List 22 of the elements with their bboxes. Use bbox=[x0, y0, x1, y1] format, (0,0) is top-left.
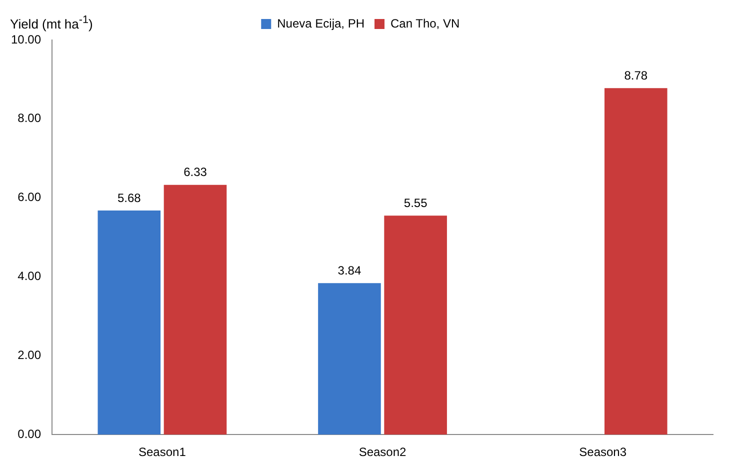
data-label: 5.68 bbox=[117, 190, 142, 205]
legend-label: Can Tho, VN bbox=[390, 16, 460, 30]
y-tick-label: 8.00 bbox=[18, 111, 42, 126]
y-tick-label: 4.00 bbox=[18, 269, 42, 284]
bar bbox=[98, 210, 161, 435]
y-tick-label: 6.00 bbox=[18, 190, 42, 204]
x-tick-label: Season3 bbox=[579, 445, 627, 460]
bar bbox=[384, 216, 447, 435]
legend-label: Nueva Ecija, PH bbox=[277, 16, 365, 30]
y-tick-label: 0.00 bbox=[18, 426, 42, 441]
bar bbox=[164, 184, 227, 435]
bar bbox=[604, 88, 668, 435]
data-label: 5.55 bbox=[404, 196, 428, 210]
data-label: 3.84 bbox=[338, 263, 362, 278]
data-label: 6.33 bbox=[184, 165, 208, 180]
bar bbox=[318, 283, 381, 435]
x-tick-label: Season2 bbox=[358, 445, 407, 460]
y-tick-label: 10.00 bbox=[11, 32, 42, 46]
x-tick-label: Season1 bbox=[138, 445, 186, 460]
y-axis-title: Yield (mt ha$^{-1}$) bbox=[10, 14, 93, 32]
y-tick-label: 2.00 bbox=[18, 348, 42, 362]
data-label: 8.78 bbox=[624, 68, 648, 82]
